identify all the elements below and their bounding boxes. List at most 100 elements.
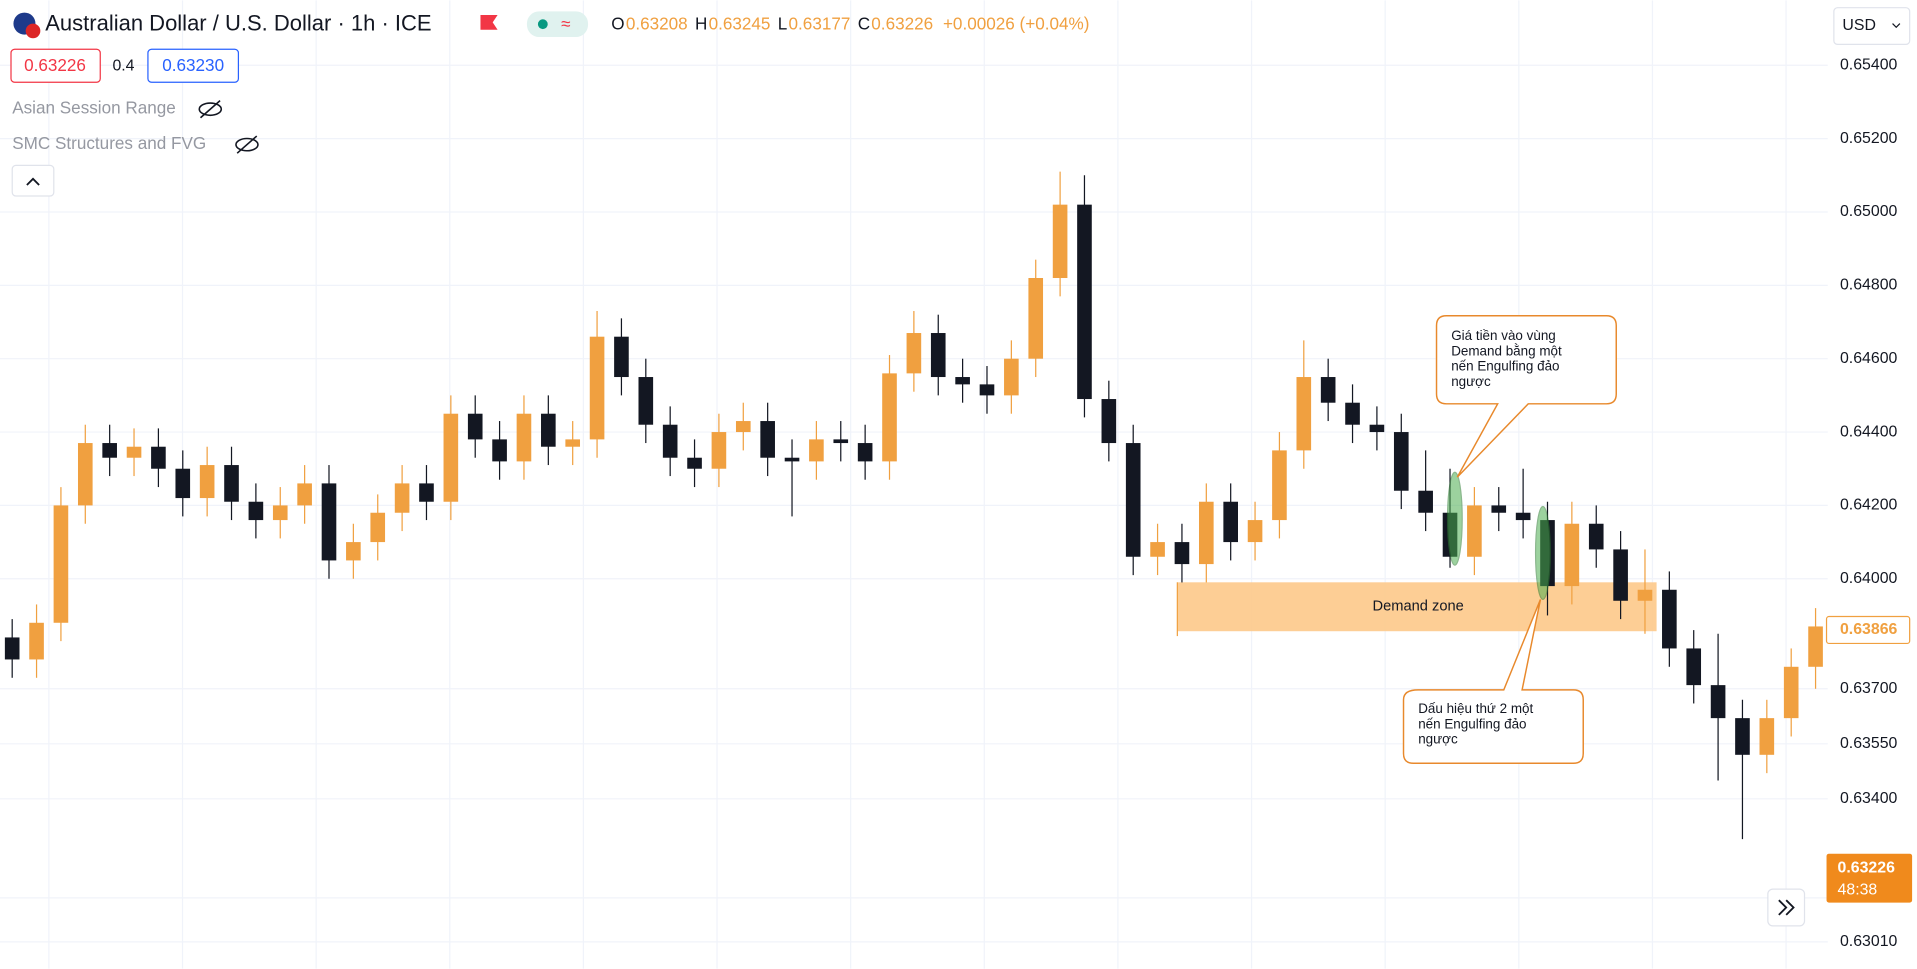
candle-body <box>1028 278 1044 359</box>
scroll-icon <box>1778 899 1795 916</box>
candle-body <box>833 439 849 444</box>
candle-body <box>1759 718 1775 755</box>
grid-layer <box>0 0 1828 969</box>
candle-body <box>784 457 800 462</box>
candle-body <box>1783 666 1799 719</box>
candle-body <box>1150 542 1165 557</box>
callout-line: ngược <box>1451 374 1491 389</box>
y-tick-label: 0.65400 <box>1840 56 1898 73</box>
candle-body <box>565 439 581 447</box>
candle-body <box>1345 402 1360 425</box>
status-dot <box>537 19 548 30</box>
candle-body <box>1125 443 1141 557</box>
callout-line: nến Engulfing đảo <box>1418 716 1526 731</box>
candle-body <box>1710 685 1726 719</box>
ohlc-letter: L <box>778 14 788 33</box>
candle-body <box>492 439 507 462</box>
collapse-button[interactable] <box>11 164 55 197</box>
candle-body <box>248 501 264 521</box>
ohlc-letter: H <box>695 14 707 33</box>
candle-body <box>541 413 556 447</box>
candle-body <box>1588 523 1604 550</box>
candle-body <box>1077 204 1092 400</box>
candle-body <box>1808 626 1823 667</box>
candle-body <box>687 457 702 469</box>
callout-line: Dấu hiệu thứ 2 một <box>1418 701 1533 716</box>
candle-body <box>1052 204 1068 279</box>
candle-body <box>711 432 727 469</box>
callout-box <box>1435 315 1617 478</box>
y-tick-label: 0.65000 <box>1840 203 1898 220</box>
candle-body <box>394 483 410 513</box>
y-tick-label: 0.63010 <box>1840 933 1898 950</box>
y-tick-label: 0.63400 <box>1840 790 1898 807</box>
ohlc-letter: O <box>611 14 624 33</box>
candle-body <box>346 542 361 561</box>
candle-body <box>516 413 532 462</box>
callout-line: Giá tiền vào vùng <box>1451 328 1556 343</box>
ohlc-letter: C <box>858 14 870 33</box>
price-tag-text: 0.63866 <box>1840 621 1898 638</box>
status-icon: ≈ <box>561 14 570 33</box>
currency[interactable]: USD <box>1842 17 1876 34</box>
candle-body <box>1686 648 1702 686</box>
candle-body <box>1637 589 1653 601</box>
candle-body <box>1101 399 1117 444</box>
candle-body <box>589 336 605 440</box>
candle-body <box>1199 501 1214 565</box>
ohlc-value: 0.63226 <box>871 14 933 33</box>
candle-body <box>662 424 678 458</box>
candle-body <box>467 413 483 440</box>
candle-body <box>1296 377 1312 451</box>
symbol-title[interactable]: Australian Dollar / U.S. Dollar · 1h · I… <box>45 11 431 36</box>
flag[interactable] <box>480 15 498 30</box>
indicator[interactable]: Asian Session Range <box>12 99 176 118</box>
candle-body <box>930 333 946 378</box>
spread: 0.4 <box>112 58 134 75</box>
y-tick-label: 0.64400 <box>1840 423 1898 440</box>
candle-body <box>979 384 995 396</box>
candle-body <box>1735 718 1750 755</box>
candle-body <box>760 421 775 458</box>
callout-line: Demand bằng một <box>1451 343 1562 358</box>
currency-select[interactable] <box>1833 7 1911 45</box>
ask[interactable]: 0.63230 <box>162 56 224 75</box>
candle-body <box>809 439 824 462</box>
y-tick-label: 0.64200 <box>1840 497 1898 514</box>
candle-body <box>857 443 873 462</box>
bid[interactable]: 0.63226 <box>24 56 86 75</box>
ask-box[interactable] <box>147 48 240 83</box>
candle-body <box>1393 432 1409 491</box>
candle-body <box>29 622 44 660</box>
candle-body <box>443 413 459 502</box>
chevron <box>26 177 40 186</box>
callout-line: nến Engulfing đảo <box>1451 359 1559 374</box>
countdown: 48:38 <box>1838 882 1878 899</box>
candle-body <box>1491 505 1507 513</box>
ohlc-value: 0.63208 <box>626 14 688 33</box>
candle-body <box>1418 490 1433 513</box>
y-tick-label: 0.64000 <box>1840 570 1898 587</box>
candle-body <box>1467 505 1482 557</box>
candle-body <box>1662 589 1677 649</box>
indicator[interactable]: SMC Structures and FVG <box>12 134 206 153</box>
candle-body <box>199 465 215 499</box>
candle-body <box>53 505 69 623</box>
candle-body <box>77 443 93 506</box>
candle-body <box>370 512 386 543</box>
price-tag <box>1825 615 1911 645</box>
candle-body <box>272 505 288 521</box>
candle-body <box>906 333 922 374</box>
candle-body <box>1272 450 1287 521</box>
candle-body <box>1004 358 1019 396</box>
callout-box <box>1402 599 1584 764</box>
candle-body <box>735 421 751 433</box>
candle-body <box>1515 512 1531 521</box>
bid-box[interactable] <box>10 48 101 83</box>
eye-icons[interactable] <box>198 100 259 154</box>
candle-body <box>126 446 142 458</box>
